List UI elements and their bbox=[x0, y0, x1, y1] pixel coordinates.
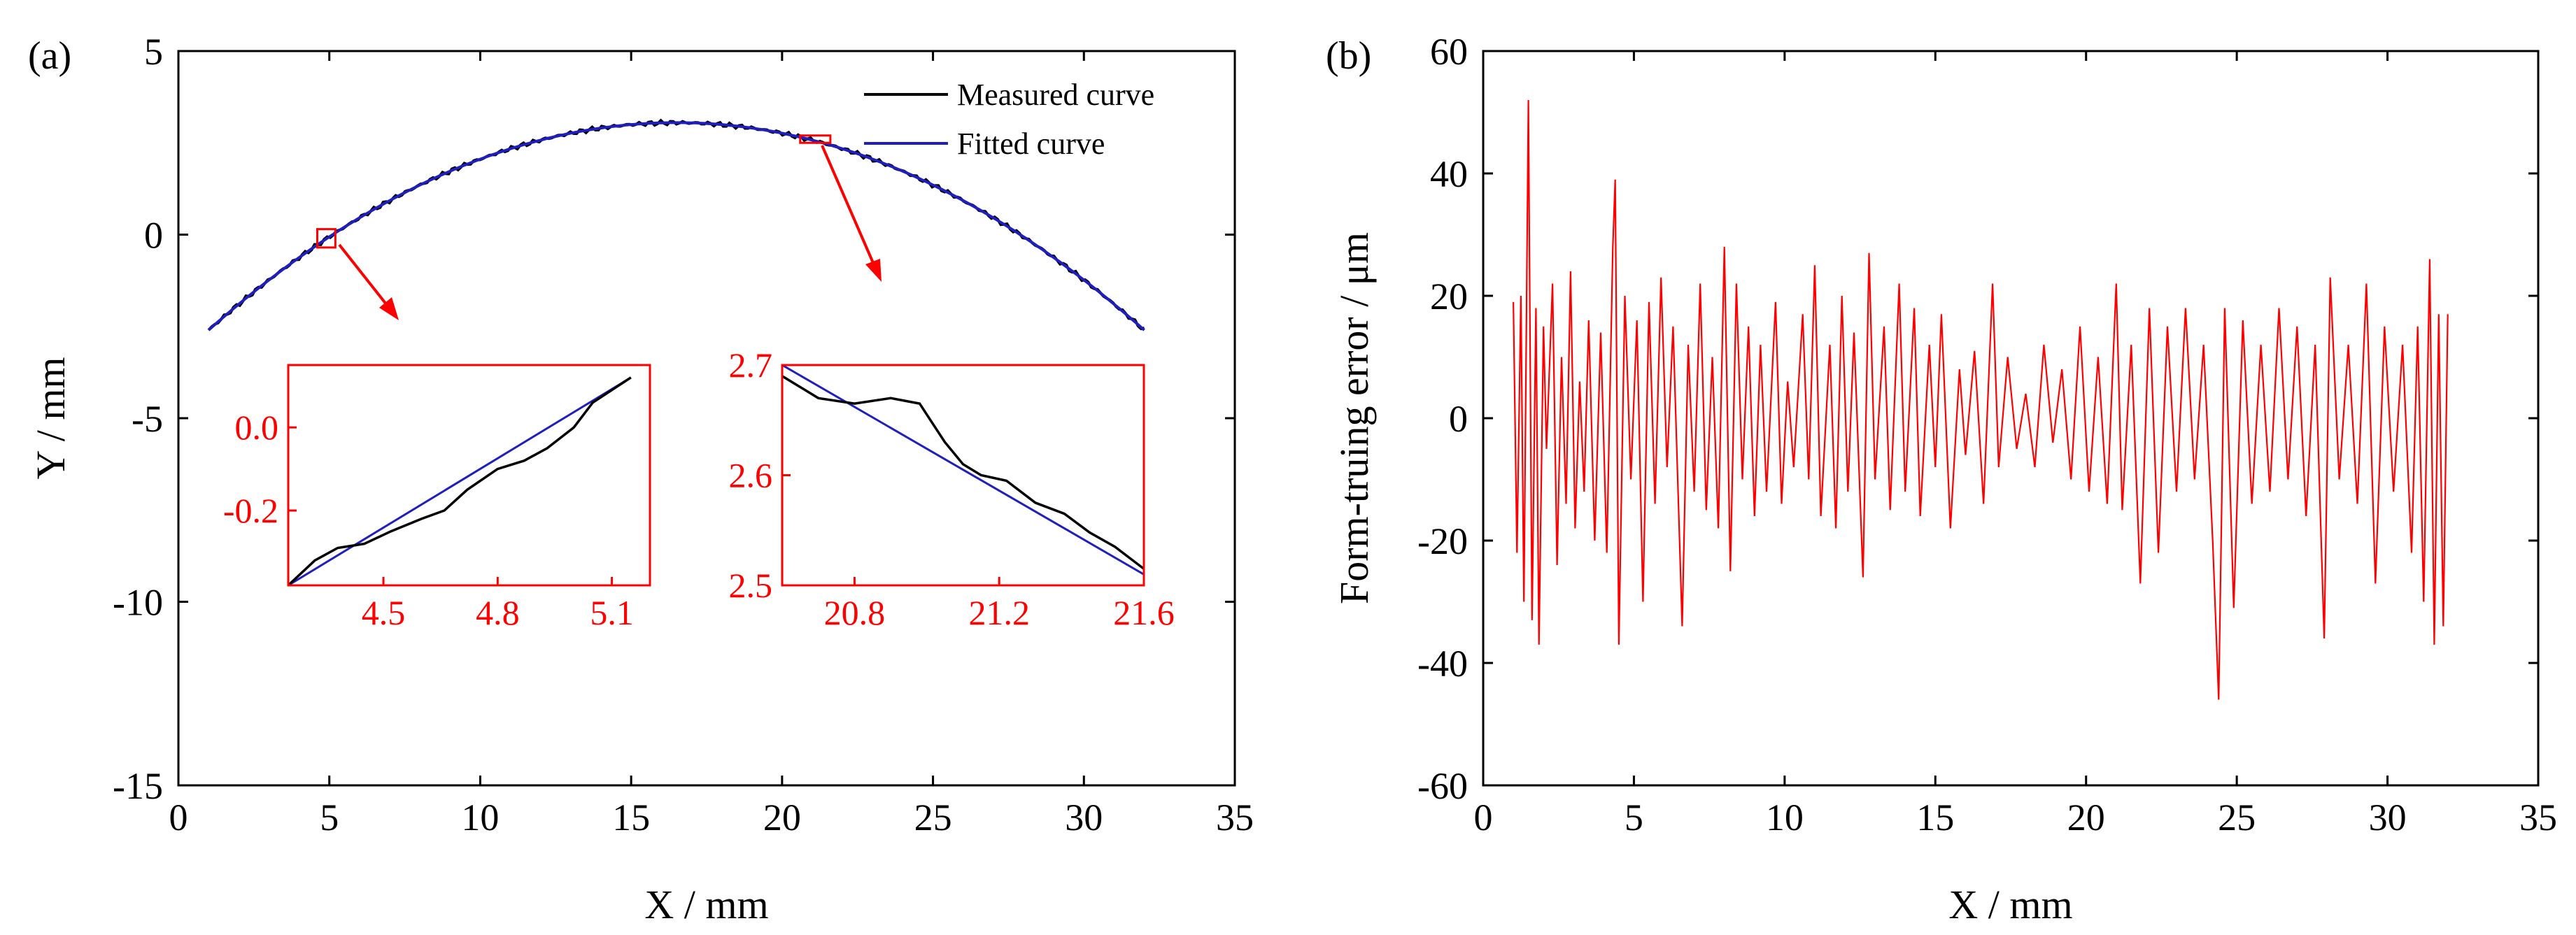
highlight-box-2 bbox=[799, 134, 832, 144]
x-tick-label: 0 bbox=[169, 797, 188, 838]
y-tick-label: 0 bbox=[144, 215, 163, 257]
y-tick-label: -10 bbox=[113, 582, 163, 624]
panel-b-axes-ticks: 0 5 10 15 20 25 30 35 60 40 20 0 -20 -40 -60 bbox=[1417, 31, 2557, 838]
highlight-box-1 bbox=[316, 228, 337, 249]
x-tick-label: 30 bbox=[2369, 797, 2407, 838]
panel-a-xlabel: X / mm bbox=[644, 882, 768, 927]
y-tick-label: -40 bbox=[1417, 643, 1468, 685]
panel-a: (a) 4.5 4.8 5.1 0.0 -0.2 bbox=[28, 31, 1254, 927]
x-tick-label: 25 bbox=[914, 797, 952, 838]
y-tick-label: 5 bbox=[144, 31, 163, 73]
x-tick-label: 5 bbox=[1625, 797, 1643, 838]
x-tick-label: 15 bbox=[1916, 797, 1954, 838]
x-tick-label: 25 bbox=[2218, 797, 2256, 838]
panel-b-xlabel: X / mm bbox=[1948, 882, 2072, 927]
inset-right-measured-line bbox=[782, 375, 1144, 570]
x-tick-label: 35 bbox=[2519, 797, 2557, 838]
panel-a-axes-ticks: 0 5 10 15 20 25 30 35 -15 -10 -5 0 5 bbox=[113, 31, 1254, 838]
inset-y-tick-label: -0.2 bbox=[223, 491, 278, 530]
inset-y-tick-label: 2.7 bbox=[729, 345, 773, 385]
panel-a-highlight-boxes bbox=[316, 134, 832, 249]
inset-left-measured-line bbox=[288, 376, 632, 585]
panel-a-fitted-curve bbox=[207, 121, 1145, 331]
inset-y-tick-label: 2.5 bbox=[729, 566, 773, 605]
y-tick-label: 40 bbox=[1430, 153, 1468, 195]
inset-x-tick-label: 4.8 bbox=[476, 593, 520, 632]
panel-a-legend: Measured curve Fitted curve bbox=[864, 78, 1154, 161]
x-tick-label: 20 bbox=[2067, 797, 2105, 838]
panel-a-arrow-1-head bbox=[379, 297, 399, 320]
panel-a-arrow-1 bbox=[338, 243, 393, 313]
inset-x-tick-label: 21.6 bbox=[1113, 593, 1175, 632]
inset-x-tick-label: 21.2 bbox=[968, 593, 1030, 632]
legend-measured-label: Measured curve bbox=[957, 78, 1154, 112]
inset-left-fitted-line bbox=[288, 376, 632, 585]
inset-x-tick-label: 20.8 bbox=[824, 593, 886, 632]
y-tick-label: -15 bbox=[113, 765, 163, 807]
panel-a-arrow-2 bbox=[821, 145, 877, 270]
x-tick-label: 35 bbox=[1216, 797, 1254, 838]
inset-y-tick-label: 0.0 bbox=[235, 408, 279, 447]
inset-right-fitted-line bbox=[782, 365, 1144, 576]
panel-b-plot-area bbox=[1513, 99, 2449, 700]
legend-fitted-label: Fitted curve bbox=[957, 127, 1105, 161]
panel-a-label: (a) bbox=[28, 34, 71, 78]
y-tick-label: -60 bbox=[1417, 765, 1468, 807]
x-tick-label: 15 bbox=[612, 797, 650, 838]
y-tick-label: -20 bbox=[1417, 520, 1468, 562]
inset-x-tick-label: 4.5 bbox=[362, 593, 406, 632]
x-tick-label: 20 bbox=[763, 797, 801, 838]
inset-x-tick-label: 5.1 bbox=[590, 593, 634, 632]
panel-a-ylabel: Y / mm bbox=[28, 357, 73, 479]
x-tick-label: 0 bbox=[1474, 797, 1493, 838]
panel-b: (b) 0 5 10 15 20 25 30 35 60 40 20 0 -20 -40 -60 X / m… bbox=[1326, 31, 2557, 927]
panel-a-inset-right: 20.8 21.2 21.6 2.7 2.6 2.5 bbox=[729, 345, 1175, 632]
inset-left-frame bbox=[287, 364, 651, 587]
panel-a-inset-left: 4.5 4.8 5.1 0.0 -0.2 bbox=[223, 364, 651, 632]
y-tick-label: -5 bbox=[132, 398, 163, 440]
panel-b-ylabel: Form-truing error / μm bbox=[1331, 232, 1377, 604]
x-tick-label: 10 bbox=[461, 797, 499, 838]
y-tick-label: 0 bbox=[1449, 398, 1468, 440]
x-tick-label: 5 bbox=[320, 797, 339, 838]
x-tick-label: 30 bbox=[1065, 797, 1103, 838]
panel-b-label: (b) bbox=[1326, 34, 1371, 78]
inset-y-tick-label: 2.6 bbox=[729, 456, 773, 495]
x-tick-label: 10 bbox=[1766, 797, 1804, 838]
y-tick-label: 20 bbox=[1430, 276, 1468, 317]
panel-b-frame bbox=[1482, 50, 2540, 787]
y-tick-label: 60 bbox=[1430, 31, 1468, 73]
panel-a-arrow-2-head bbox=[865, 259, 882, 282]
panel-a-plot-area bbox=[207, 118, 1145, 331]
panel-b-error-curve bbox=[1513, 99, 2449, 700]
